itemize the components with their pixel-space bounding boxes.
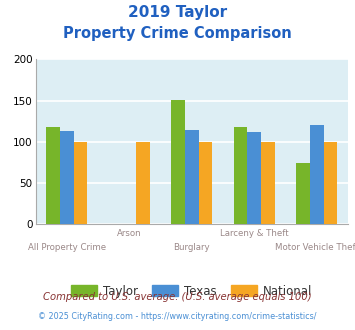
Text: All Property Crime: All Property Crime: [28, 243, 106, 251]
Bar: [46, 127, 60, 224]
Bar: [310, 124, 323, 224]
Bar: [247, 132, 261, 224]
Bar: [198, 142, 212, 224]
Text: Burglary: Burglary: [173, 243, 210, 251]
Bar: [296, 162, 310, 224]
Bar: [323, 142, 337, 224]
Text: Property Crime Comparison: Property Crime Comparison: [63, 26, 292, 41]
Text: Arson: Arson: [117, 229, 142, 238]
Bar: [185, 129, 198, 224]
Text: Motor Vehicle Theft: Motor Vehicle Theft: [275, 243, 355, 251]
Text: Compared to U.S. average. (U.S. average equals 100): Compared to U.S. average. (U.S. average …: [43, 292, 312, 302]
Bar: [261, 142, 275, 224]
Bar: [60, 131, 73, 224]
Bar: [234, 127, 247, 224]
Legend: Taylor, Texas, National: Taylor, Texas, National: [66, 280, 317, 302]
Bar: [171, 100, 185, 224]
Text: © 2025 CityRating.com - https://www.cityrating.com/crime-statistics/: © 2025 CityRating.com - https://www.city…: [38, 312, 317, 321]
Text: Larceny & Theft: Larceny & Theft: [220, 229, 289, 238]
Bar: [136, 142, 150, 224]
Text: 2019 Taylor: 2019 Taylor: [128, 5, 227, 20]
Bar: [73, 142, 87, 224]
